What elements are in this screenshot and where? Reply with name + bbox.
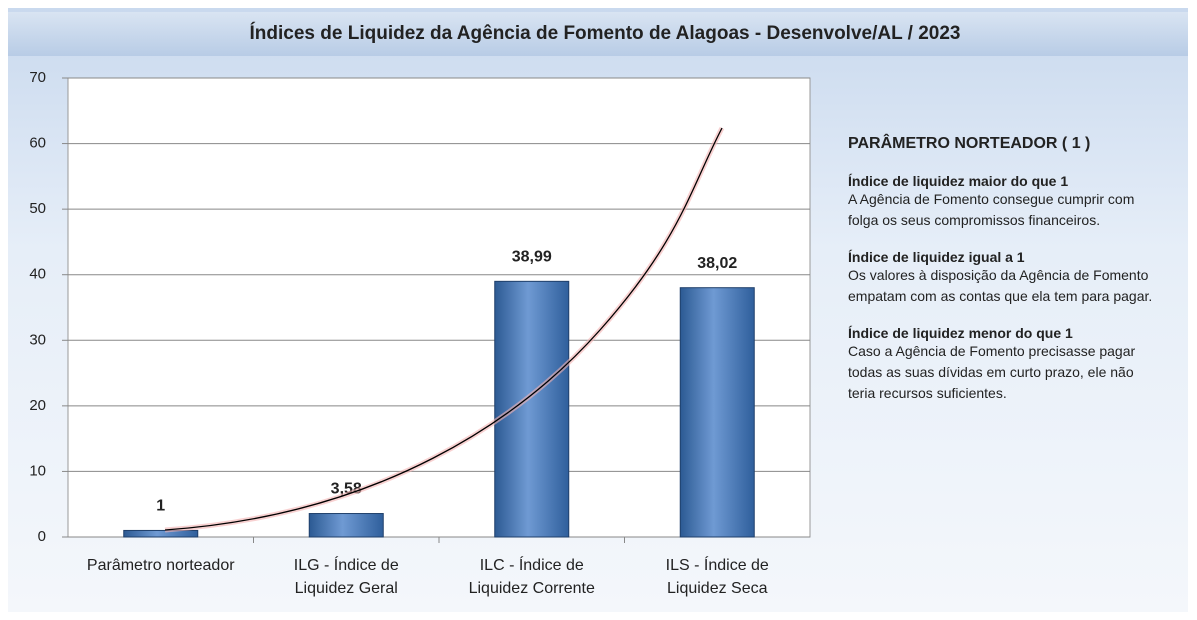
item-text: Caso a Agência de Fomento precisasse pag…	[848, 343, 1136, 401]
item-text: A Agência de Fomento consegue cumprir co…	[848, 191, 1135, 228]
item-text: Os valores à disposição da Agência de Fo…	[848, 267, 1153, 304]
value-label: 1	[156, 498, 165, 515]
chart-title: Índices de Liquidez da Agência de Foment…	[250, 22, 961, 44]
y-tick-label: 60	[29, 135, 46, 152]
y-tick-label: 0	[38, 528, 46, 545]
title-banner	[8, 12, 1188, 56]
y-tick-label: 10	[29, 462, 46, 479]
bar	[123, 529, 199, 538]
y-tick-label: 30	[29, 331, 46, 348]
y-tick-label: 40	[29, 266, 46, 283]
x-tick-label: Parâmetro norteador	[86, 557, 235, 574]
value-label: 38,02	[697, 255, 737, 272]
side-heading: PARÂMETRO NORTEADOR ( 1 )	[848, 135, 1091, 152]
bar	[679, 287, 755, 538]
item-title: Índice de liquidez menor do que 1	[848, 325, 1073, 341]
bar	[494, 280, 570, 538]
y-tick-label: 50	[29, 200, 46, 217]
trend-line	[164, 127, 723, 531]
item-title: Índice de liquidez maior do que 1	[848, 173, 1069, 189]
item-title: Índice de liquidez igual a 1	[848, 249, 1025, 265]
value-label: 38,99	[512, 249, 552, 266]
y-tick-label: 20	[29, 397, 46, 414]
x-tick-label: ILS - Índice de Liquidez Seca	[665, 557, 769, 597]
bar	[308, 513, 384, 538]
x-tick-label: ILC - Índice de Liquidez Corrente	[468, 557, 595, 597]
x-tick-label: ILG - Índice de Liquidez Geral	[293, 557, 399, 597]
y-tick-label: 70	[29, 69, 46, 86]
side-panel: PARÂMETRO NORTEADOR ( 1 ) Índice de liqu…	[848, 135, 1168, 422]
